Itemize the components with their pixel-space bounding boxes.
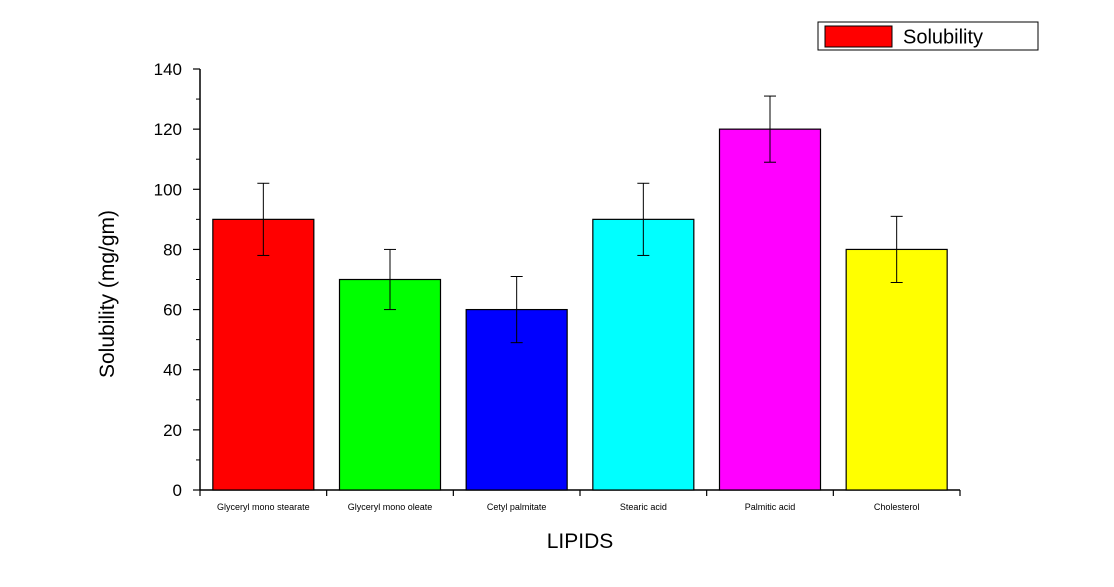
x-tick-label: Glyceryl mono stearate	[217, 502, 310, 512]
x-tick-label: Cetyl palmitate	[487, 502, 547, 512]
legend: Solubility	[817, 21, 1039, 51]
bar	[718, 128, 822, 491]
y-axis-title: Solubility (mg/gm)	[96, 210, 119, 378]
x-tick-label: Palmitic acid	[745, 502, 796, 512]
axes	[193, 68, 961, 496]
bar	[338, 278, 442, 491]
error-bars	[257, 95, 903, 344]
legend-label: Solubility	[903, 27, 983, 49]
bar	[592, 218, 695, 491]
axis-labels: 0 20 40 60 80 100 120 140 Glyceryl mono stearate…	[154, 60, 920, 512]
y-tick-label: 120	[154, 120, 182, 139]
bars	[212, 128, 948, 491]
y-tick-label: 0	[173, 481, 182, 500]
y-tick-label: 60	[163, 301, 182, 320]
bar	[212, 218, 315, 491]
y-tick-label: 140	[154, 60, 182, 79]
x-tick-label: Stearic acid	[620, 502, 667, 512]
x-tick-label: Glyceryl mono oleate	[348, 502, 433, 512]
bar	[845, 248, 948, 491]
y-tick-label: 100	[154, 180, 182, 199]
x-axis-title: LIPIDS	[547, 530, 614, 553]
y-tick-label: 40	[163, 361, 182, 380]
x-tick-label: Cholesterol	[874, 502, 920, 512]
y-tick-label: 80	[163, 240, 182, 259]
legend-swatch	[824, 25, 893, 48]
y-tick-label: 20	[163, 421, 182, 440]
